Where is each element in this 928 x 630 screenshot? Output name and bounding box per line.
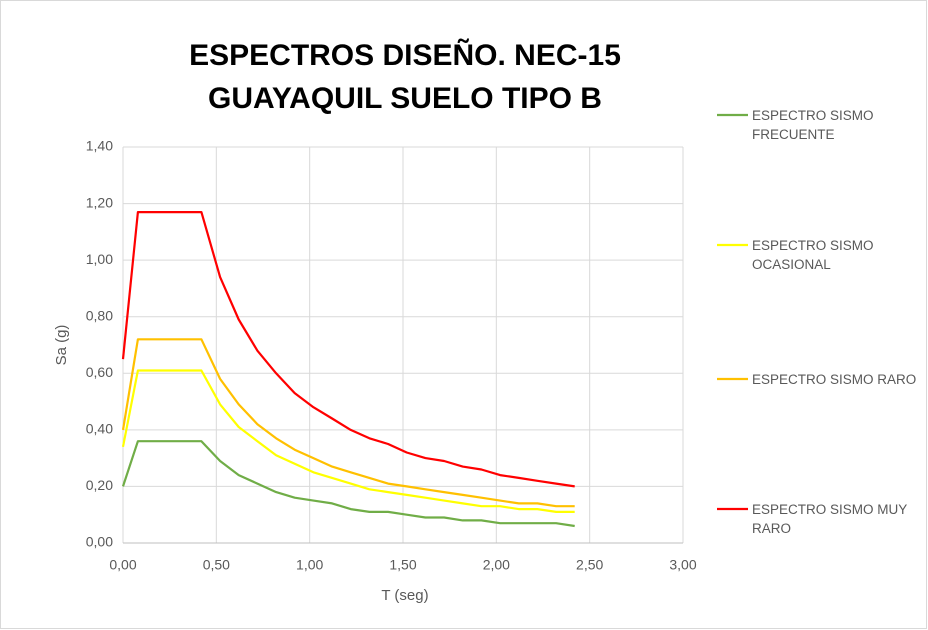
legend-label: ESPECTRO SISMO RARO [752,372,917,387]
series-line [121,440,575,528]
x-tick-label: 2,50 [576,557,603,573]
y-tick-label: 1,40 [86,138,113,154]
x-tick-label: 3,00 [669,557,696,573]
series-line [121,369,575,513]
x-tick-label: 1,50 [389,557,416,573]
y-axis-label: Sa (g) [53,325,70,366]
x-axis-label: T (seg) [381,587,428,604]
legend-label: ESPECTRO SISMO FRECUENTE [752,108,874,142]
y-tick-label: 0,60 [86,364,113,380]
chart-title: ESPECTROS DISEÑO. NEC-15 [189,38,621,72]
legend-label: ESPECTRO SISMO MUY RARO [752,502,908,536]
x-tick-label: 0,50 [203,557,230,573]
chart-title: GUAYAQUIL SUELO TIPO B [208,82,602,115]
y-tick-label: 1,20 [86,194,113,210]
series-line [121,211,575,488]
x-tick-label: 1,00 [296,557,323,573]
series-line [121,338,575,508]
x-tick-label: 0,00 [109,557,136,573]
y-tick-label: 0,00 [86,534,113,550]
legend-label: ESPECTRO SISMO OCASIONAL [752,238,874,272]
y-tick-label: 0,40 [86,421,113,437]
x-tick-label: 2,00 [483,557,510,573]
y-tick-label: 1,00 [86,251,113,267]
y-tick-label: 0,20 [86,477,113,493]
y-tick-label: 0,80 [86,307,113,323]
